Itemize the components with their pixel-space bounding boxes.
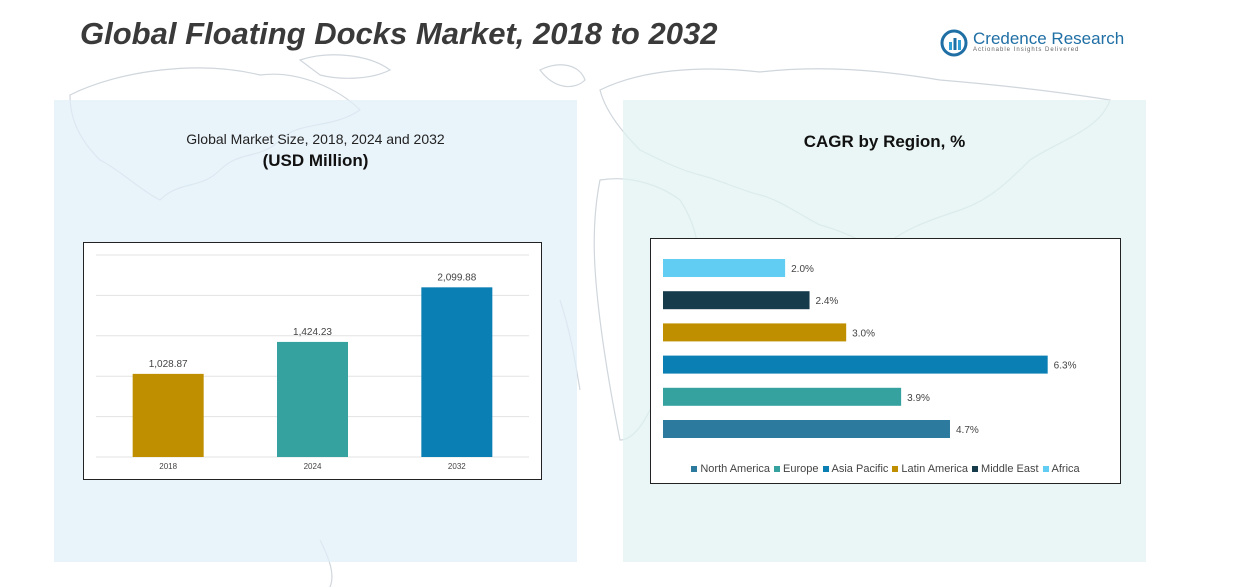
bar-africa xyxy=(663,259,786,277)
legend-label: North America xyxy=(700,463,771,475)
market-size-chart: 1,028.87 2018 1,424.23 2024 2,099.88 2032 xyxy=(83,242,542,480)
bar-north-america xyxy=(663,420,950,438)
legend-swatch xyxy=(691,466,698,473)
bar-value-label: 2,099.88 xyxy=(437,272,476,283)
legend-item: Africa xyxy=(1042,463,1080,475)
legend-item: North America xyxy=(691,463,770,475)
bar-latin-america xyxy=(663,323,847,342)
x-tick-label: 2032 xyxy=(448,462,466,471)
bar-value-label: 1,424.23 xyxy=(293,327,332,338)
logo-icon xyxy=(940,29,968,57)
bar-europe xyxy=(663,387,902,406)
bar-value-label: 2.4% xyxy=(816,296,839,307)
bar-value-label: 3.0% xyxy=(852,328,875,339)
legend-item: Asia Pacific xyxy=(822,463,889,475)
bar-2024 xyxy=(277,341,348,457)
legend-label: Latin America xyxy=(901,463,969,475)
legend-item: Europe xyxy=(774,463,819,475)
cagr-chart-svg: 2.0% 2.4% 3.0% 6.3% 3.9% 4.7% xyxy=(663,259,1077,438)
legend-item: Latin America xyxy=(892,463,968,475)
legend-label: Asia Pacific xyxy=(831,463,889,475)
x-tick-label: 2018 xyxy=(159,462,177,471)
legend-swatch xyxy=(1042,466,1049,473)
bar-asia-pacific xyxy=(663,355,1048,374)
bar-value-label: 2.0% xyxy=(791,264,814,275)
bar-value-label: 3.9% xyxy=(907,393,930,404)
legend-swatch xyxy=(822,466,829,473)
page-title: Global Floating Docks Market, 2018 to 20… xyxy=(80,16,718,51)
logo-tagline: Actionable Insights Delivered xyxy=(973,47,1080,53)
logo-name: Credence Research xyxy=(973,29,1125,48)
legend-swatch xyxy=(892,466,899,473)
credence-research-logo: Credence Research Actionable Insights De… xyxy=(940,26,1130,62)
bar-middle-east xyxy=(663,291,810,310)
cagr-chart: 2.0% 2.4% 3.0% 6.3% 3.9% 4.7% North America Eu… xyxy=(650,238,1121,484)
legend-item: Middle East xyxy=(972,463,1039,475)
bar-value-label: 6.3% xyxy=(1054,361,1077,372)
market-size-unit: (USD Million) xyxy=(262,151,369,170)
x-tick-label: 2024 xyxy=(304,462,322,471)
legend-label: Middle East xyxy=(981,463,1039,475)
bar-2018 xyxy=(132,373,204,457)
bar-value-label: 1,028.87 xyxy=(149,359,188,370)
market-size-chart-svg: 1,028.87 2018 1,424.23 2024 2,099.88 2032 xyxy=(96,254,529,471)
legend-swatch xyxy=(774,466,781,473)
legend-label: Africa xyxy=(1051,463,1080,475)
market-size-subtitle: Global Market Size, 2018, 2024 and 2032 xyxy=(186,131,445,147)
legend-swatch xyxy=(972,466,979,473)
cagr-chart-title: CAGR by Region, % xyxy=(803,132,966,151)
bar-value-label: 4.7% xyxy=(956,425,979,436)
legend-label: Europe xyxy=(783,463,819,475)
cagr-legend: North America Europe Asia Pacific Latin Ame… xyxy=(651,463,1120,475)
bar-2032 xyxy=(421,287,493,457)
